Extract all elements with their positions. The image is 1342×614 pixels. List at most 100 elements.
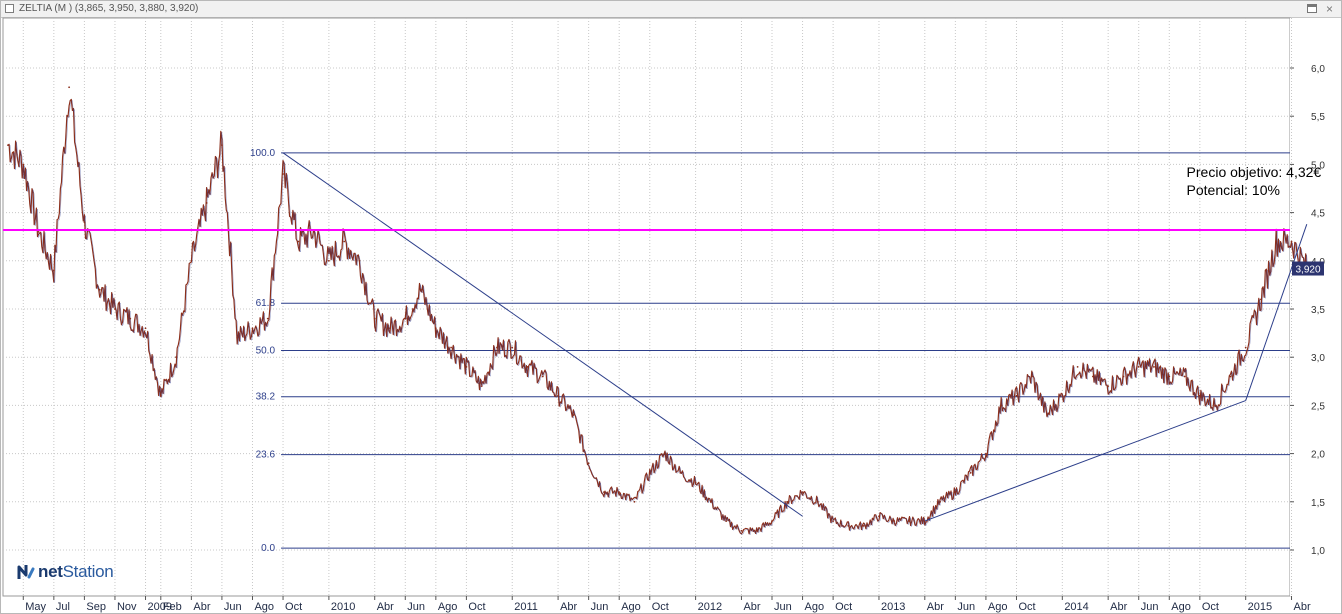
- price-point: [266, 317, 269, 320]
- price-point: [7, 144, 9, 147]
- price-point: [633, 500, 636, 503]
- maximize-icon[interactable]: [1307, 4, 1317, 13]
- price-point: [1214, 404, 1217, 407]
- price-point: [1061, 394, 1064, 397]
- price-point: [221, 144, 223, 147]
- price-point: [373, 317, 376, 320]
- x-tick-label: Jun: [957, 601, 975, 613]
- price-point: [1260, 298, 1262, 301]
- window-icon: [5, 4, 14, 13]
- price-point: [878, 515, 880, 518]
- netstation-logo: netStation: [17, 561, 114, 583]
- x-tick-label: 2014: [1064, 601, 1088, 613]
- price-point: [22, 163, 25, 166]
- price-point: [939, 500, 941, 503]
- price-point: [511, 346, 514, 349]
- price-target-annotation: Potencial: 10%: [1187, 182, 1280, 198]
- x-tick-label: Abr: [193, 601, 210, 613]
- x-tick-label: Jun: [591, 601, 609, 613]
- x-tick-label: Oct: [1202, 601, 1219, 613]
- x-tick-label: Jun: [407, 601, 425, 613]
- price-point: [450, 346, 453, 349]
- y-tick-label: 2,5: [1311, 401, 1325, 412]
- y-axis-band: [1290, 18, 1341, 596]
- x-tick-label: 2010: [331, 601, 355, 613]
- window-title: ZELTIA (M ) (3,865, 3,950, 3,880, 3,920): [19, 3, 199, 14]
- price-point: [68, 86, 71, 89]
- x-tick-label: Abr: [560, 601, 577, 613]
- logo-text-bold: net: [38, 562, 63, 581]
- x-tick-label: Ago: [805, 601, 825, 613]
- price-point: [1290, 240, 1293, 243]
- price-point: [159, 394, 162, 397]
- price-point: [832, 520, 835, 522]
- price-point: [144, 327, 147, 330]
- plot-frame: [2, 17, 1291, 597]
- price-point: [1229, 375, 1232, 378]
- price-point: [389, 327, 391, 330]
- close-icon[interactable]: ×: [1325, 2, 1333, 16]
- x-tick-label: May: [25, 601, 46, 613]
- x-tick-label: Ago: [988, 601, 1008, 613]
- x-tick-label: Jun: [224, 601, 242, 613]
- fib-level-label: 23.6: [256, 450, 276, 461]
- x-tick-label: Jul: [56, 601, 70, 613]
- price-point: [1107, 385, 1110, 388]
- price-point: [908, 520, 911, 522]
- logo-text-light: Station: [62, 562, 114, 581]
- price-point: [282, 173, 284, 175]
- price-point: [893, 520, 896, 522]
- trendline: [282, 152, 803, 517]
- price-point: [541, 375, 544, 378]
- fib-level-label: 61.8: [256, 298, 276, 309]
- price-point: [648, 471, 651, 474]
- price-point: [1000, 404, 1003, 407]
- x-tick-label: Ago: [621, 601, 641, 613]
- x-tick-label: Abr: [377, 601, 394, 613]
- price-point: [771, 520, 773, 522]
- price-point: [404, 317, 407, 320]
- price-point: [190, 259, 193, 262]
- price-point: [343, 240, 346, 243]
- price-point: [847, 525, 850, 527]
- price-point: [1091, 375, 1094, 378]
- price-point: [801, 491, 804, 494]
- y-tick-label: 3,0: [1311, 353, 1325, 364]
- price-point: [465, 365, 468, 368]
- price-point: [816, 500, 819, 503]
- price-point: [1076, 365, 1079, 368]
- fib-level-label: 50.0: [256, 345, 276, 356]
- price-point: [358, 259, 361, 262]
- logo-text: netStation: [38, 562, 114, 582]
- price-point: [114, 308, 116, 310]
- price-point: [1244, 346, 1247, 349]
- x-tick-label: Sep: [86, 601, 106, 613]
- x-tick-label: 2013: [881, 601, 905, 613]
- price-point: [526, 365, 529, 368]
- x-tick-label: Abr: [927, 601, 944, 613]
- x-tick-label: Oct: [468, 601, 485, 613]
- price-point: [603, 491, 605, 494]
- y-tick-label: 1,5: [1311, 498, 1325, 509]
- price-point: [327, 259, 330, 262]
- price-point: [251, 327, 254, 330]
- price-point: [1137, 365, 1140, 368]
- price-point: [862, 525, 865, 527]
- price-point: [587, 462, 590, 465]
- y-tick-label: 1,0: [1311, 546, 1325, 557]
- price-point: [709, 500, 712, 503]
- price-point: [496, 346, 498, 349]
- price-point: [679, 471, 682, 474]
- price-point: [1168, 375, 1171, 378]
- trendline: [924, 400, 1246, 522]
- price-point: [740, 529, 743, 532]
- price-series-shadow: [8, 99, 1308, 536]
- x-tick-label: Ago: [1171, 601, 1191, 613]
- price-point: [1030, 375, 1033, 378]
- y-tick-label: 6,0: [1311, 64, 1325, 75]
- price-target-annotation: Precio objetivo: 4,32€: [1187, 164, 1322, 180]
- y-tick-label: 5,0: [1311, 160, 1325, 171]
- price-point: [1198, 394, 1201, 397]
